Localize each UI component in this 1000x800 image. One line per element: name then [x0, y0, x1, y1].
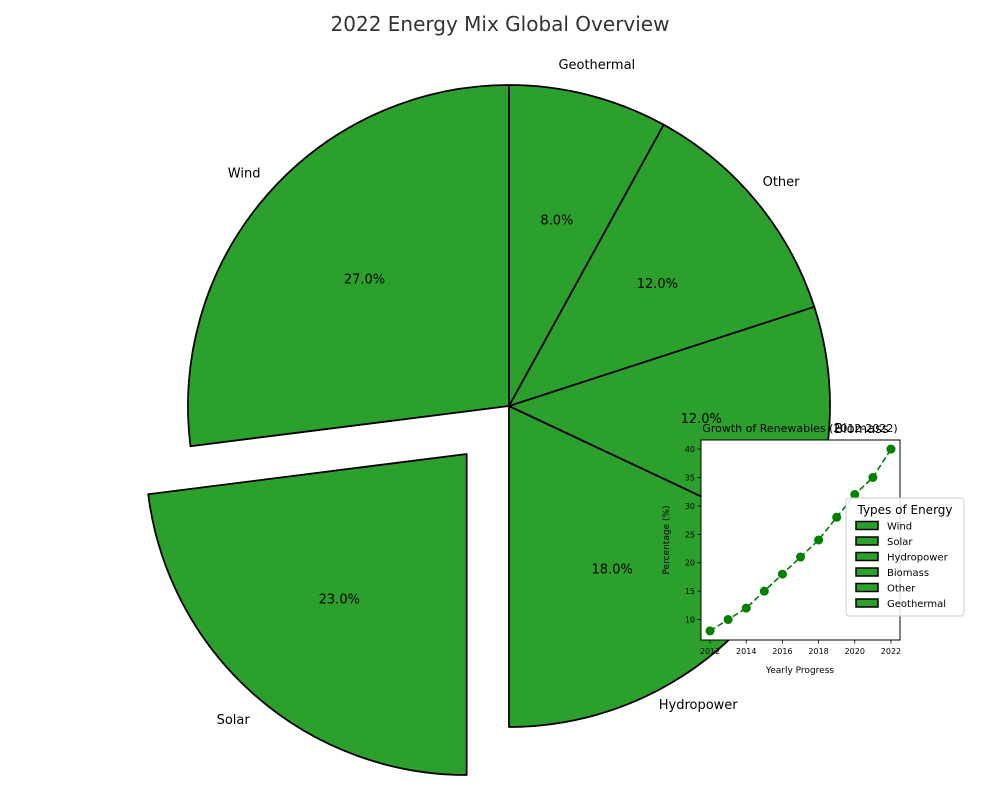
inset-data-point-2022	[886, 444, 896, 454]
legend-swatch-solar	[855, 536, 879, 546]
legend-entry-geothermal: Geothermal	[887, 599, 946, 610]
legend-entry-other: Other	[887, 584, 916, 595]
inset-y-tick-label: 35	[685, 474, 695, 483]
inset-data-point-2020	[850, 490, 860, 500]
pie-label-geothermal: Geothermal	[558, 58, 635, 73]
pie-value-label-hydropower: 18.0%	[592, 563, 633, 578]
inset-marks: 2012 2014 2016 2018 2020 2022 10 15 20 25 30 35 40	[685, 444, 901, 656]
inset-data-point-2017	[796, 552, 805, 562]
inset-y-tick-label: 20	[685, 559, 695, 568]
inset-x-tick-label: 2016	[772, 647, 792, 656]
legend-entry-wind: Wind	[887, 522, 912, 533]
inset-y-tick-label: 30	[685, 502, 695, 511]
inset-x-tick-label: 2020	[845, 647, 865, 656]
inset-y-axis-label: Percentage (%)	[662, 505, 672, 574]
inset-y-tick-label: 25	[685, 530, 695, 539]
pie-value-label-geothermal: 8.0%	[540, 213, 573, 228]
inset-x-tick-label: 2012	[700, 647, 720, 656]
pie-value-label-other: 12.0%	[637, 277, 678, 292]
legend-swatch-biomass	[855, 567, 879, 577]
pie-label-wind: Wind	[228, 166, 261, 181]
pie-label-hydropower: Hydropower	[659, 698, 739, 713]
legend-swatch-hydropower	[855, 551, 879, 562]
legend-swatch-wind	[855, 520, 879, 531]
inset-x-tick-label: 2018	[808, 647, 828, 656]
inset-x-axis-label: Yearly Progress	[765, 666, 834, 676]
inset-data-point-2019	[832, 512, 842, 522]
pie-slice-solar	[147, 453, 468, 776]
inset-x-tick-label: 2014	[736, 647, 756, 656]
pie-slice-other	[508, 123, 816, 407]
inset-data-point-2016	[777, 569, 787, 579]
legend-entry-biomass: Biomass	[887, 568, 929, 579]
pie-value-label-solar: 23.0%	[319, 592, 360, 607]
inset-data-point-2015	[759, 586, 769, 596]
legend-entries: Wind Solar Hydropower Biomass Other Geotherma…	[855, 520, 949, 610]
inset-data-point-2012	[705, 626, 715, 636]
legend-swatch-geothermal	[855, 598, 879, 608]
pie-slice-wind	[187, 84, 510, 448]
inset-data-point-2013	[723, 615, 733, 625]
inset-data-point-2018	[814, 535, 824, 545]
legend-entry-solar: Solar	[887, 537, 913, 548]
legend-swatch-other	[855, 582, 879, 593]
legend-title: Types of Energy	[856, 503, 952, 517]
pie-value-label-wind: 27.0%	[344, 273, 385, 288]
inset-data-point-2014	[741, 603, 751, 613]
pie-chart-title: 2022 Energy Mix Global Overview	[331, 12, 670, 36]
inset-data-point-2021	[868, 473, 878, 482]
pie-label-biomass: Biomass	[834, 422, 889, 437]
pie-label-solar: Solar	[217, 713, 251, 728]
inset-y-tick-label: 40	[685, 445, 695, 454]
legend: Types of Energy Wind Solar Hydropower Bioma…	[845, 497, 965, 617]
pie-slice-geothermal	[508, 84, 665, 407]
pie-value-label-biomass: 12.0%	[681, 412, 722, 427]
inset-y-tick-label: 10	[685, 616, 695, 625]
inset-x-tick-label: 2022	[881, 647, 901, 656]
inset-chart-title: Growth of Renewables (2012-2022)	[702, 422, 897, 435]
legend-entry-hydropower: Hydropower	[887, 553, 949, 564]
pie-label-other: Other	[763, 175, 801, 190]
inset-y-tick-label: 15	[685, 587, 695, 596]
